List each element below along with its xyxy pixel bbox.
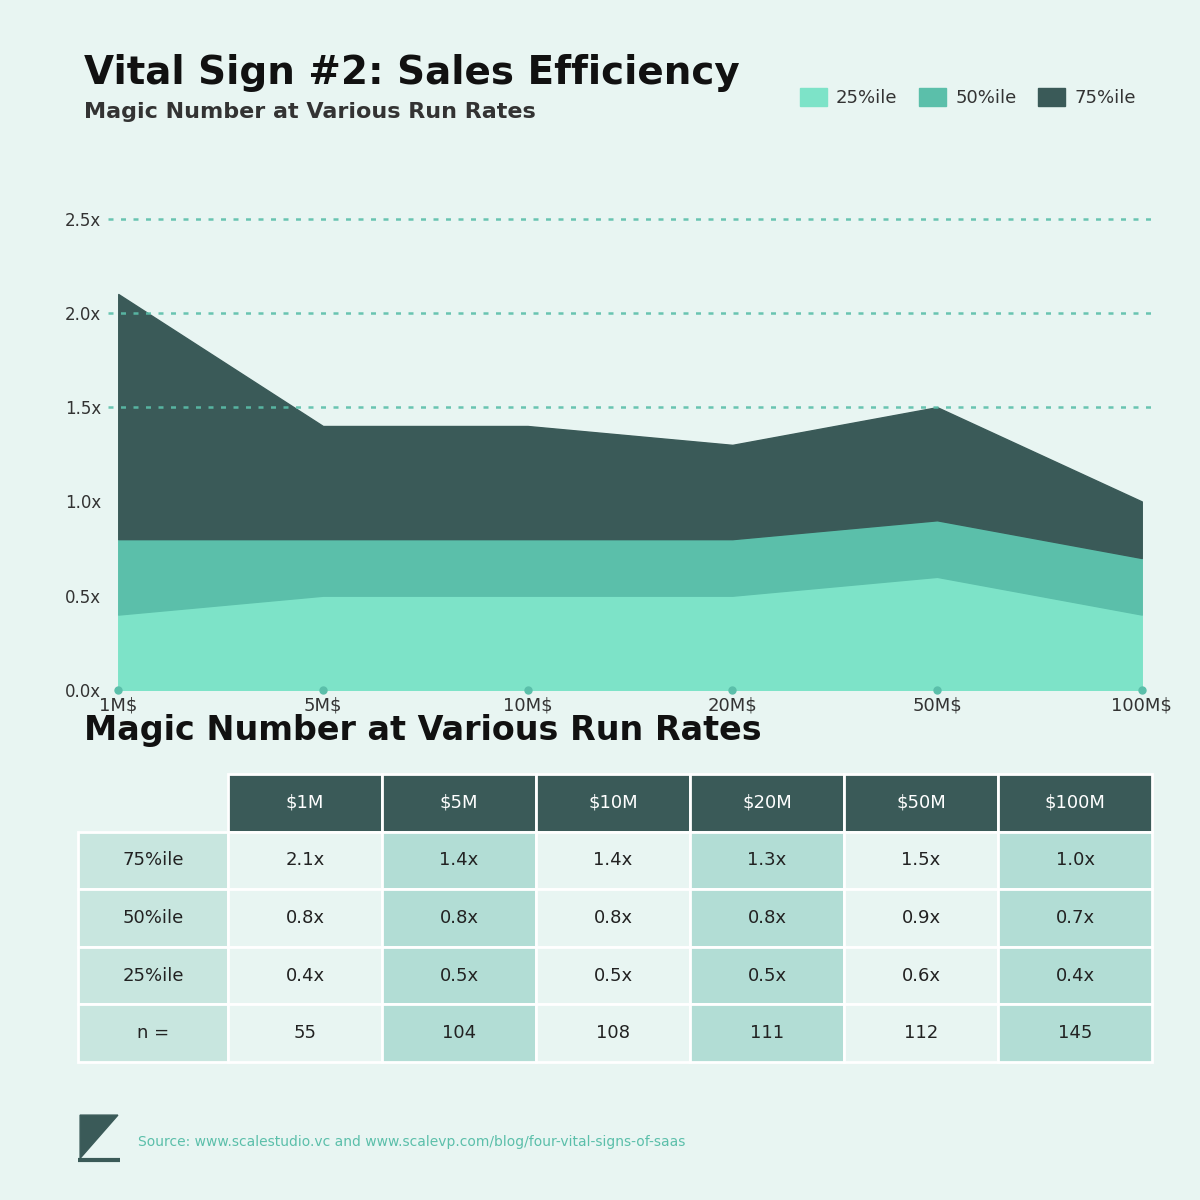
Text: 25%ile: 25%ile bbox=[122, 967, 184, 984]
Text: 0.4x: 0.4x bbox=[286, 967, 324, 984]
Text: 50%ile: 50%ile bbox=[122, 910, 184, 926]
Text: 0.7x: 0.7x bbox=[1056, 910, 1094, 926]
Text: 2.1x: 2.1x bbox=[286, 852, 325, 869]
Text: $10M: $10M bbox=[588, 794, 638, 811]
Text: 1.4x: 1.4x bbox=[593, 852, 632, 869]
Text: 0.5x: 0.5x bbox=[594, 967, 632, 984]
Text: $1M: $1M bbox=[286, 794, 324, 811]
Text: 1.3x: 1.3x bbox=[748, 852, 787, 869]
Text: 0.5x: 0.5x bbox=[748, 967, 786, 984]
Text: $20M: $20M bbox=[742, 794, 792, 811]
Text: $5M: $5M bbox=[439, 794, 479, 811]
Text: 104: 104 bbox=[442, 1025, 476, 1042]
Text: 112: 112 bbox=[904, 1025, 938, 1042]
Text: 111: 111 bbox=[750, 1025, 784, 1042]
Text: 0.5x: 0.5x bbox=[439, 967, 479, 984]
Text: 1.5x: 1.5x bbox=[901, 852, 941, 869]
Text: 0.8x: 0.8x bbox=[286, 910, 324, 926]
Text: Magic Number at Various Run Rates: Magic Number at Various Run Rates bbox=[84, 714, 762, 746]
Text: $50M: $50M bbox=[896, 794, 946, 811]
Text: 0.8x: 0.8x bbox=[594, 910, 632, 926]
Text: Magic Number at Various Run Rates: Magic Number at Various Run Rates bbox=[84, 102, 535, 122]
Text: 75%ile: 75%ile bbox=[122, 852, 184, 869]
Text: n =: n = bbox=[137, 1025, 169, 1042]
Text: $100M: $100M bbox=[1044, 794, 1105, 811]
Text: 55: 55 bbox=[294, 1025, 317, 1042]
Text: Vital Sign #2: Sales Efficiency: Vital Sign #2: Sales Efficiency bbox=[84, 54, 739, 92]
Polygon shape bbox=[80, 1115, 118, 1158]
Text: 108: 108 bbox=[596, 1025, 630, 1042]
Text: 1.0x: 1.0x bbox=[1056, 852, 1094, 869]
Text: 0.9x: 0.9x bbox=[901, 910, 941, 926]
Text: 0.4x: 0.4x bbox=[1056, 967, 1094, 984]
Text: Source: www.scalestudio.vc and www.scalevp.com/blog/four-vital-signs-of-saas: Source: www.scalestudio.vc and www.scale… bbox=[138, 1135, 685, 1150]
Text: 1.4x: 1.4x bbox=[439, 852, 479, 869]
Text: 0.6x: 0.6x bbox=[901, 967, 941, 984]
Text: 0.8x: 0.8x bbox=[748, 910, 786, 926]
Legend: 25%ile, 50%ile, 75%ile: 25%ile, 50%ile, 75%ile bbox=[793, 82, 1142, 114]
Text: 145: 145 bbox=[1058, 1025, 1092, 1042]
Text: 0.8x: 0.8x bbox=[439, 910, 479, 926]
